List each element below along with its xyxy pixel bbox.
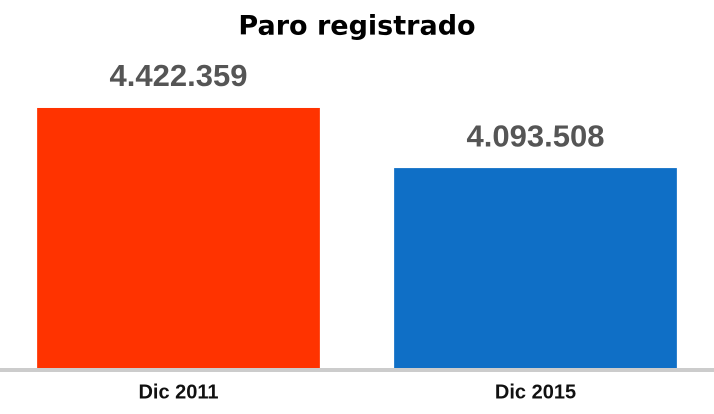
bar [394, 168, 677, 368]
value-label: 4.422.359 [110, 58, 248, 93]
x-tick-label: Dic 2011 [138, 381, 218, 403]
bar [37, 107, 320, 368]
x-tick-label: Dic 2015 [495, 381, 576, 403]
value-label: 4.093.508 [467, 118, 605, 153]
chart-title: Paro registrado [238, 11, 475, 42]
